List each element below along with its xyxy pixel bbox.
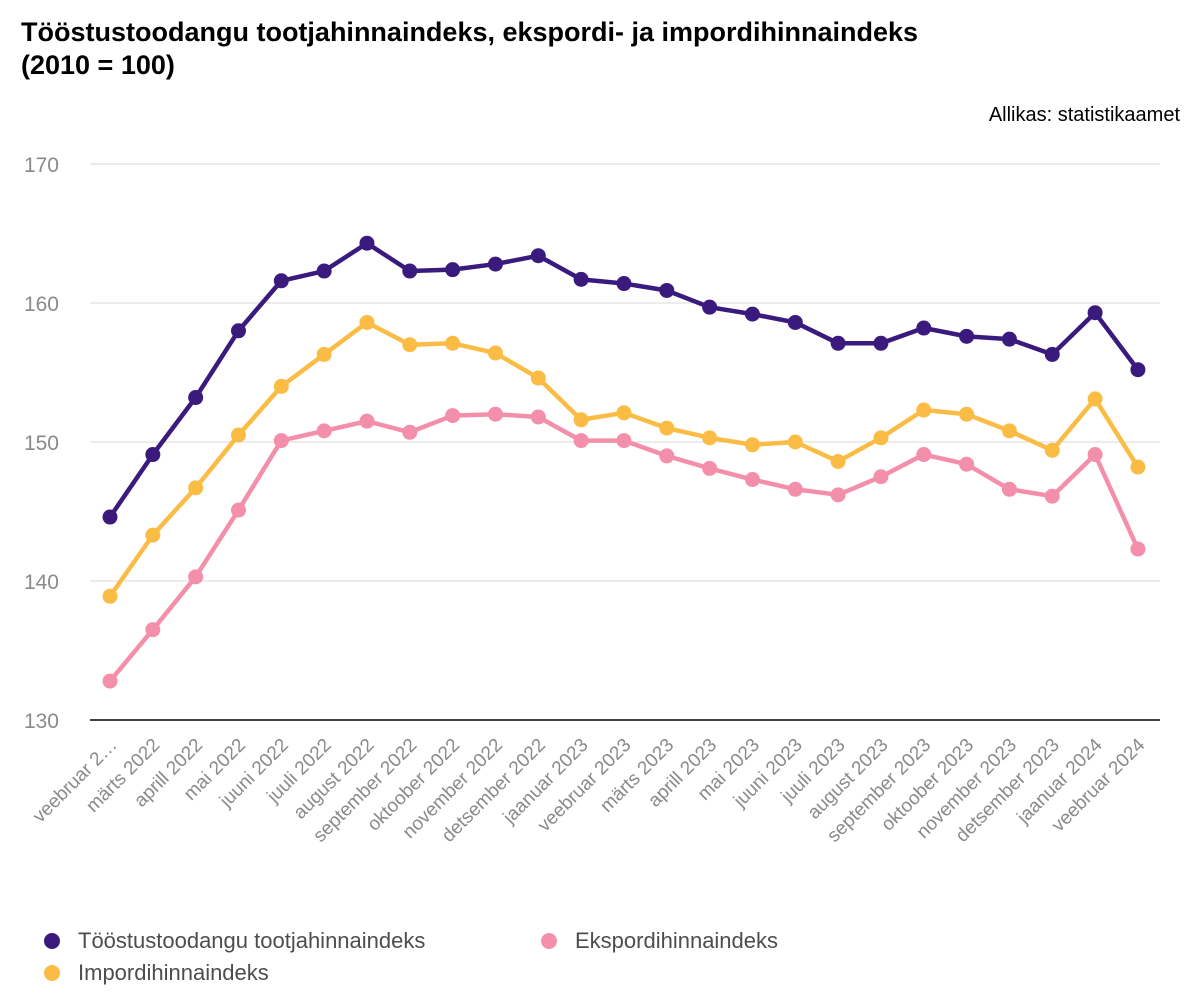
data-point [787,314,803,330]
series-line [107,411,1141,684]
data-point [916,447,932,463]
data-point [230,502,246,518]
data-point [659,420,675,436]
data-point [873,469,889,485]
data-point [102,588,118,604]
data-point [1001,423,1017,439]
data-point [359,314,375,330]
chart-title-line2: (2010 = 100) [21,50,175,80]
chart-title-line1: Tööstustoodangu tootjahinnaindeks, ekspo… [21,17,919,47]
data-point [744,437,760,453]
data-point [530,409,546,425]
data-point [1130,362,1146,378]
chart-title: Tööstustoodangu tootjahinnaindeks, ekspo… [21,16,1121,82]
y-tick-label: 160 [24,293,59,316]
legend-item: Impordihinnaindeks [44,960,269,986]
legend-label: Impordihinnaindeks [78,960,269,985]
data-point [1044,346,1060,362]
data-point [830,335,846,351]
data-point [487,345,503,361]
data-point [188,569,204,585]
data-point [830,487,846,503]
data-point [445,408,461,424]
data-point [359,235,375,251]
data-point [1087,391,1103,407]
data-point [487,256,503,272]
data-point [1130,541,1146,557]
y-tick-label: 140 [24,571,59,594]
legend-marker [44,933,60,949]
data-point [445,335,461,351]
data-point [1001,331,1017,347]
data-point [1087,305,1103,321]
data-point [402,424,418,440]
legend-item: Ekspordihinnaindeks [541,928,778,954]
data-point [230,427,246,443]
data-point [316,263,332,279]
data-point [959,456,975,472]
data-point [702,460,718,476]
data-point [873,430,889,446]
data-point [916,320,932,336]
data-point [402,263,418,279]
data-point [659,448,675,464]
data-point [616,405,632,421]
data-point [873,335,889,351]
data-point [1001,481,1017,497]
data-point [145,447,161,463]
data-point [445,262,461,278]
data-point [273,378,289,394]
series-line [107,320,1141,599]
data-point [273,273,289,289]
data-point [573,271,589,287]
data-point [1130,459,1146,475]
data-point [402,337,418,353]
data-point [702,430,718,446]
data-point [787,434,803,450]
data-point [487,406,503,422]
data-point [145,622,161,638]
legend-label: Ekspordihinnaindeks [575,928,779,953]
data-point [916,402,932,418]
data-point [1044,442,1060,458]
legend-marker [541,933,557,949]
data-point [102,673,118,689]
source-note: Allikas: statistikaamet [988,104,1180,126]
data-point [616,433,632,449]
legend-item: Tööstustoodangu tootjahinnaindeks [44,928,425,954]
data-point [959,328,975,344]
y-tick-label: 130 [24,710,59,733]
data-point [359,413,375,429]
data-point [230,323,246,339]
data-point [102,509,118,525]
y-tick-label: 150 [24,432,59,455]
legend-marker [44,965,60,981]
y-tick-label: 170 [24,154,59,177]
data-point [573,433,589,449]
data-point [659,282,675,298]
data-point [573,412,589,428]
data-point [744,472,760,488]
data-point [959,406,975,422]
data-point [787,481,803,497]
data-point [530,248,546,264]
data-point [273,433,289,449]
data-point [830,453,846,469]
data-point [316,346,332,362]
legend-label: Tööstustoodangu tootjahinnaindeks [78,928,426,953]
data-point [530,370,546,386]
data-point [702,299,718,315]
data-point [744,306,760,322]
data-point [616,276,632,292]
data-point [188,390,204,406]
data-point [316,423,332,439]
data-point [1087,447,1103,463]
data-point [145,527,161,543]
data-point [1044,488,1060,504]
data-point [188,480,204,496]
